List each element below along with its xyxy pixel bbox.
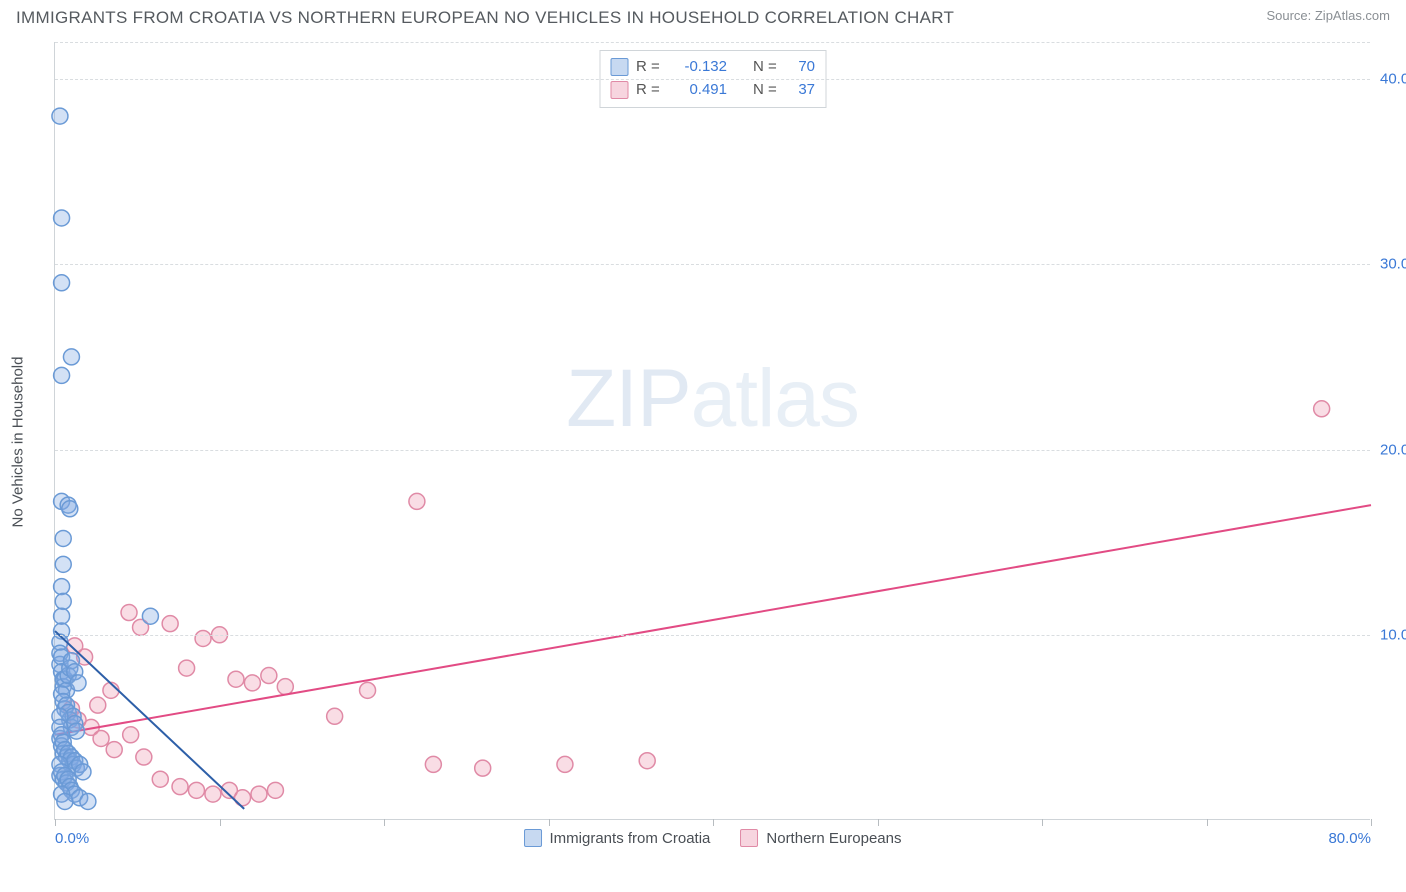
northern-point xyxy=(188,782,204,798)
legend-label: Northern Europeans xyxy=(766,830,901,847)
chart-container: No Vehicles in Household ZIPatlas R = -0… xyxy=(46,42,1386,842)
r-label: R = xyxy=(636,78,664,101)
x-tick xyxy=(713,819,714,826)
northern-point xyxy=(639,753,655,769)
r-value: -0.132 xyxy=(672,55,727,78)
gridline xyxy=(55,450,1370,451)
northern-point xyxy=(136,749,152,765)
northern-trendline xyxy=(55,505,1371,735)
northern-point xyxy=(251,786,267,802)
northern-point xyxy=(228,671,244,687)
northern-point xyxy=(172,779,188,795)
croatia-point xyxy=(62,501,78,517)
legend-row: R = -0.132 N = 70 xyxy=(610,55,815,78)
x-tick xyxy=(878,819,879,826)
chart-source: Source: ZipAtlas.com xyxy=(1266,8,1390,23)
croatia-point xyxy=(80,793,96,809)
northern-point xyxy=(106,742,122,758)
northern-point xyxy=(152,771,168,787)
legend-item-croatia: Immigrants from Croatia xyxy=(524,829,711,847)
northern-point xyxy=(409,493,425,509)
y-tick-label: 30.0% xyxy=(1374,256,1406,273)
croatia-point xyxy=(57,793,73,809)
northern-point xyxy=(327,708,343,724)
y-tick-label: 20.0% xyxy=(1374,441,1406,458)
croatia-point xyxy=(70,675,86,691)
series-legend: Immigrants from Croatia Northern Europea… xyxy=(524,829,902,847)
croatia-point xyxy=(63,349,79,365)
croatia-point xyxy=(142,608,158,624)
x-tick xyxy=(1207,819,1208,826)
northern-point xyxy=(121,605,137,621)
northern-point xyxy=(162,616,178,632)
x-tick xyxy=(549,819,550,826)
plot-area: ZIPatlas R = -0.132 N = 70 R = 0.491 N =… xyxy=(54,42,1370,820)
croatia-point xyxy=(75,764,91,780)
gridline xyxy=(55,264,1370,265)
r-label: R = xyxy=(636,55,664,78)
gridline xyxy=(55,635,1370,636)
source-name: ZipAtlas.com xyxy=(1315,8,1390,23)
northern-point xyxy=(123,727,139,743)
x-tick-label: 0.0% xyxy=(55,830,89,847)
croatia-point xyxy=(55,556,71,572)
croatia-point xyxy=(54,579,70,595)
swatch-blue xyxy=(610,58,628,76)
chart-header: IMMIGRANTS FROM CROATIA VS NORTHERN EURO… xyxy=(0,0,1406,34)
source-prefix: Source: xyxy=(1266,8,1314,23)
n-label: N = xyxy=(753,78,781,101)
croatia-point xyxy=(68,723,84,739)
croatia-point xyxy=(55,530,71,546)
y-tick-label: 10.0% xyxy=(1374,626,1406,643)
northern-point xyxy=(205,786,221,802)
y-tick-label: 40.0% xyxy=(1374,71,1406,88)
northern-point xyxy=(244,675,260,691)
northern-point xyxy=(277,679,293,695)
northern-point xyxy=(475,760,491,776)
gridline xyxy=(55,42,1370,43)
northern-point xyxy=(425,756,441,772)
x-tick xyxy=(220,819,221,826)
x-tick-label: 80.0% xyxy=(1328,830,1371,847)
r-value: 0.491 xyxy=(672,78,727,101)
n-value: 37 xyxy=(789,78,815,101)
n-value: 70 xyxy=(789,55,815,78)
swatch-pink xyxy=(740,829,758,847)
chart-title: IMMIGRANTS FROM CROATIA VS NORTHERN EURO… xyxy=(16,8,954,28)
northern-point xyxy=(179,660,195,676)
y-axis-label: No Vehicles in Household xyxy=(10,357,27,528)
northern-point xyxy=(93,730,109,746)
croatia-point xyxy=(54,210,70,226)
x-tick xyxy=(384,819,385,826)
northern-point xyxy=(261,668,277,684)
northern-point xyxy=(1314,401,1330,417)
x-tick xyxy=(1371,819,1372,826)
croatia-point xyxy=(54,367,70,383)
legend-item-northern: Northern Europeans xyxy=(740,829,901,847)
legend-row: R = 0.491 N = 37 xyxy=(610,78,815,101)
northern-point xyxy=(90,697,106,713)
croatia-point xyxy=(52,108,68,124)
swatch-pink xyxy=(610,81,628,99)
northern-point xyxy=(267,782,283,798)
gridline xyxy=(55,79,1370,80)
plot-svg xyxy=(55,42,1370,819)
x-tick xyxy=(55,819,56,826)
n-label: N = xyxy=(753,55,781,78)
swatch-blue xyxy=(524,829,542,847)
northern-point xyxy=(195,630,211,646)
croatia-point xyxy=(54,608,70,624)
croatia-point xyxy=(54,275,70,291)
x-tick xyxy=(1042,819,1043,826)
legend-label: Immigrants from Croatia xyxy=(550,830,711,847)
northern-point xyxy=(557,756,573,772)
croatia-point xyxy=(55,593,71,609)
northern-point xyxy=(360,682,376,698)
